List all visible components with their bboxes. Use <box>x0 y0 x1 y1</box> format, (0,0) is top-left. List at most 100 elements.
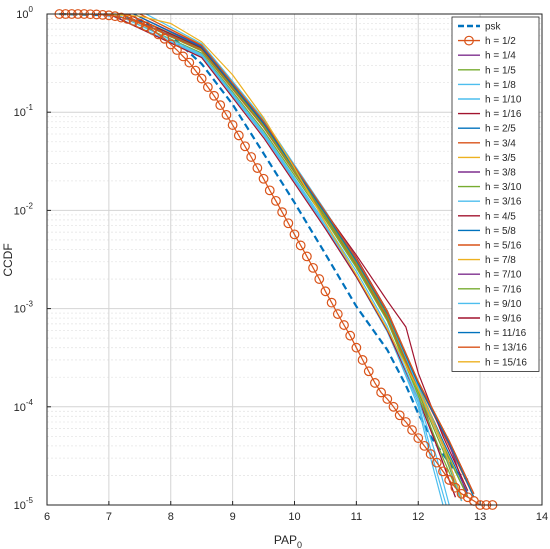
legend-label: h = 1/10 <box>485 95 522 106</box>
series-marker <box>202 82 213 93</box>
legend-label: h = 4/5 <box>485 211 516 222</box>
series-marker <box>339 320 349 330</box>
series-marker <box>277 207 288 218</box>
series-marker <box>240 141 250 152</box>
series-marker <box>227 120 238 130</box>
series-marker <box>246 152 257 162</box>
series-line-3 <box>114 13 463 502</box>
series-marker <box>332 309 343 319</box>
series-marker <box>314 274 325 284</box>
series-marker <box>196 73 207 84</box>
series-marker <box>178 51 189 62</box>
x-axis-label: PAP0 <box>274 533 302 549</box>
series-marker <box>394 410 405 421</box>
legend-label: h = 7/10 <box>485 270 522 281</box>
series-marker <box>357 355 368 365</box>
series-marker <box>438 466 448 477</box>
series-marker <box>301 251 312 262</box>
series-marker <box>388 401 399 412</box>
series-marker <box>209 90 219 101</box>
series-marker <box>264 185 275 196</box>
legend-label: h = 3/10 <box>485 182 522 193</box>
y-axis-label: CCDF <box>1 243 15 276</box>
series-marker <box>97 9 108 20</box>
x-tick-label: 9 <box>230 511 236 523</box>
series-marker <box>283 218 294 229</box>
series-marker <box>351 342 362 353</box>
x-tick-label: 6 <box>44 511 50 523</box>
series-marker <box>221 109 232 120</box>
legend-label: h = 9/10 <box>485 299 522 310</box>
legend-label: h = 1/5 <box>485 65 516 76</box>
legend-label: h = 1/16 <box>485 109 522 120</box>
legend-label: h = 7/16 <box>485 284 522 295</box>
legend-label: h = 11/16 <box>485 328 527 339</box>
series-marker <box>271 195 281 206</box>
series-marker <box>413 433 424 444</box>
series-marker <box>382 394 393 404</box>
series-marker <box>450 482 461 493</box>
series-marker <box>215 100 226 111</box>
y-tick-label: 10-5 <box>14 496 34 512</box>
legend-label: h = 3/5 <box>485 153 516 164</box>
series-marker <box>258 173 269 184</box>
series-line-6 <box>108 13 456 498</box>
legend-marker <box>464 35 474 46</box>
series-marker <box>122 14 133 24</box>
series-marker <box>425 449 436 459</box>
legend-label: h = 5/16 <box>485 241 522 252</box>
series-marker <box>320 286 331 297</box>
series-marker <box>376 387 387 398</box>
legend-box <box>451 16 540 372</box>
x-tick-label: 8 <box>168 511 174 523</box>
series-marker <box>370 378 380 388</box>
series-marker <box>147 24 158 35</box>
x-tick-label: 13 <box>474 511 486 523</box>
series-marker <box>190 65 201 76</box>
legend-label: h = 5/8 <box>485 226 516 237</box>
y-tick-label: 10-2 <box>14 201 34 217</box>
legend-label: psk <box>485 22 502 33</box>
legend-label: h = 1/8 <box>485 80 516 91</box>
x-tick-label: 10 <box>288 511 300 523</box>
series-marker <box>444 475 455 485</box>
x-tick-label: 14 <box>536 511 548 523</box>
legend-label: h = 1/2 <box>485 36 516 47</box>
series-marker <box>363 366 374 377</box>
legend-label: h = 2/5 <box>485 124 516 135</box>
y-tick-labels: 100 10-1 10-2 10-3 10-4 10-5 <box>14 5 51 512</box>
legend-label: h = 15/16 <box>485 357 527 368</box>
series-marker <box>103 10 114 21</box>
series-marker <box>233 130 244 141</box>
series-line-22 <box>139 13 475 495</box>
series-marker <box>134 18 145 29</box>
series-line-12 <box>114 13 450 506</box>
legend-label: h = 3/16 <box>485 197 522 208</box>
y-tick-label: 10-3 <box>14 300 34 316</box>
x-tick-label: 11 <box>351 511 362 523</box>
legend-label: h = 9/16 <box>485 314 522 325</box>
legend-label: h = 3/4 <box>485 138 516 149</box>
series-marker <box>110 11 120 22</box>
x-tick-label: 7 <box>106 511 112 523</box>
legend: psk h = 1/2 h = 1/4 h = 1/5 h = 1/8 h = 1/10 h… <box>451 16 540 372</box>
series-line-23 <box>59 13 463 498</box>
series-marker <box>295 240 306 251</box>
series-marker <box>128 16 139 26</box>
legend-label: h = 1/4 <box>485 51 516 62</box>
series-marker <box>345 330 356 341</box>
x-tick-label: 12 <box>412 511 424 523</box>
series-marker <box>172 45 182 55</box>
x-tick-labels: 6 7 8 9 10 11 12 13 14 <box>44 501 548 523</box>
legend-label: h = 13/16 <box>485 343 527 354</box>
series-marker <box>308 262 318 273</box>
y-tick-label: 10-1 <box>14 103 34 119</box>
series-marker <box>159 33 170 44</box>
y-tick-label: 10-4 <box>14 398 34 414</box>
series-marker <box>289 229 300 240</box>
legend-label: h = 7/8 <box>485 255 516 266</box>
series-marker <box>407 425 417 435</box>
legend-label: h = 3/8 <box>485 168 516 179</box>
series-marker <box>431 457 442 468</box>
